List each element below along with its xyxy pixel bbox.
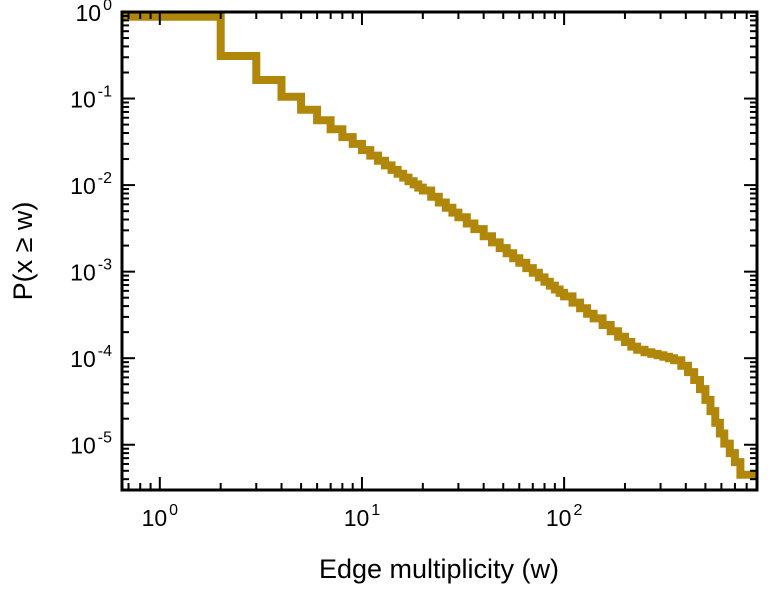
tick-label-exponent: 1 [371,502,380,519]
tick-label-exponent: 0 [103,0,112,14]
x-axis-label: Edge multiplicity (w) [319,554,559,584]
y-tick-label: 10 -1 [70,84,112,113]
y-tick-label: 10 -4 [70,343,112,372]
tick-label-base: 10 [70,173,96,199]
tick-label-exponent: 2 [573,502,582,519]
tick-label-base: 10 [70,346,96,372]
tick-label-base: 10 [546,505,572,531]
tick-label-exponent: -5 [98,430,112,447]
y-tick-label: 10 -2 [70,170,112,199]
tick-label-base: 10 [76,0,102,26]
tick-label-base: 10 [70,260,96,286]
tick-label-exponent: -1 [98,84,112,101]
tick-label-exponent: -4 [98,343,112,360]
tick-label-base: 10 [70,87,96,113]
x-tick-label: 10 1 [344,502,381,531]
x-tick-label: 10 0 [142,502,179,531]
tick-label-exponent: 0 [169,502,178,519]
tick-label-base: 10 [344,505,370,531]
tick-label-base: 10 [70,433,96,459]
ccdf-step-curve [122,12,757,479]
tick-label-base: 10 [142,505,168,531]
plot-frame [120,10,759,492]
y-tick-label: 10 -3 [70,257,112,286]
x-tick-label: 10 2 [546,502,583,531]
tick-label-exponent: -2 [98,170,112,187]
y-axis-label: P(x ≥ w) [8,202,38,301]
tick-label-layer: 10 0 10 1 10 210 010 -110 -210 -310 -410 -5 [70,0,582,531]
y-tick-label: 10 0 [76,0,113,26]
tick-label-exponent: -3 [98,257,112,274]
axis-tick-layer [122,12,757,490]
y-tick-label: 10 -5 [70,430,112,459]
ccdf-curve-layer [122,12,757,479]
